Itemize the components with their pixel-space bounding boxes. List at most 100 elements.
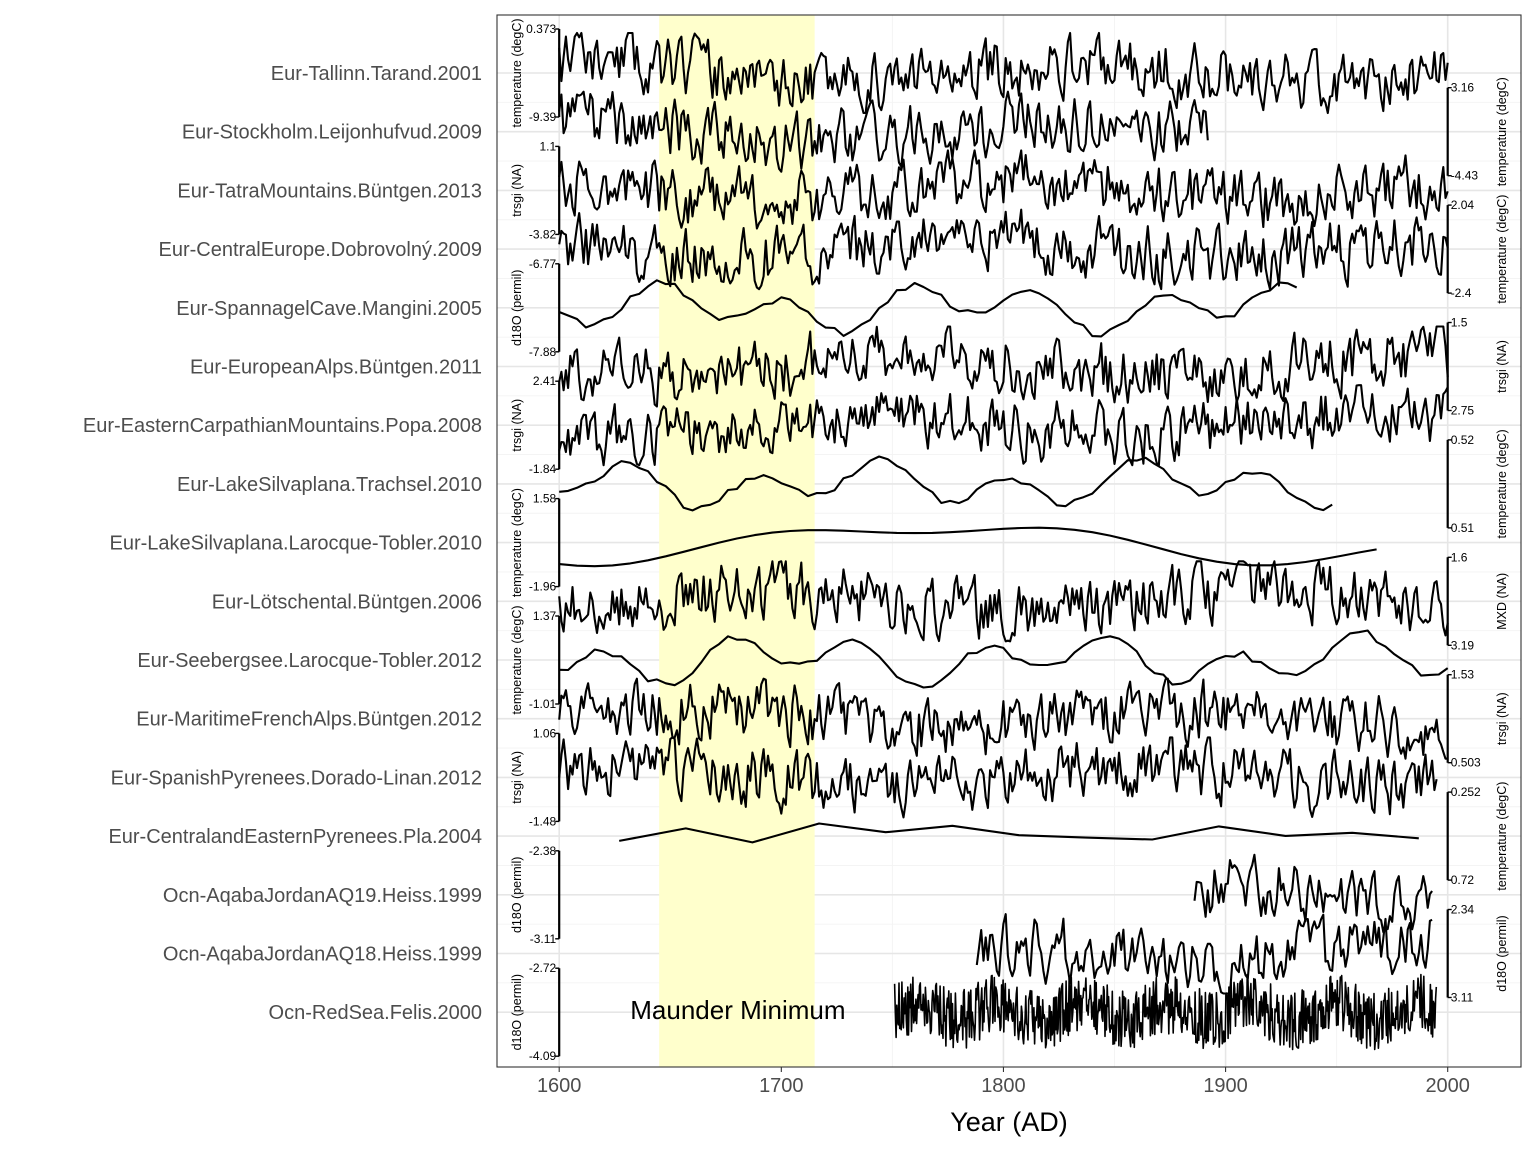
series-axis-tick-label: 2.41 [533, 374, 557, 388]
series-unit-label: temperature (degC) [510, 488, 524, 597]
series-axis-tick-label: -4.43 [1451, 169, 1479, 183]
series-axis-tick-label: -4.09 [529, 1049, 557, 1063]
series-name-label: Eur-TatraMountains.Büntgen.2013 [177, 180, 482, 202]
maunder-minimum-label: Maunder Minimum [630, 995, 845, 1025]
series-name-labels: Eur-Tallinn.Tarand.2001 Eur-Stockholm.Lei… [83, 63, 482, 1024]
series-axis-tick-label: -6.77 [529, 257, 557, 271]
series-axis-tick-label: 3.11 [1451, 991, 1474, 1005]
series-line [559, 526, 1377, 568]
series-unit-label: d18O (permil) [510, 270, 524, 346]
series-unit-label: temperature (degC) [1495, 77, 1509, 186]
series-line [558, 325, 1449, 408]
series-line [558, 208, 1449, 291]
series-unit-label: temperature (degC) [1495, 782, 1509, 891]
series-name-label: Eur-EuropeanAlps.Büntgen.2011 [190, 357, 482, 379]
series-line [558, 149, 1449, 230]
x-axis-tick-label: 1700 [759, 1075, 804, 1097]
series-unit-label: trsgi (NA) [510, 399, 524, 452]
series-name-label: Eur-Stockholm.Leijonhufvud.2009 [182, 122, 482, 144]
series-line [559, 455, 1333, 512]
series-name-label: Eur-LakeSilvaplana.Trachsel.2010 [177, 474, 482, 496]
series-axis-tick-label: 1.5 [1451, 316, 1468, 330]
series-unit-label: temperature (degC) [1495, 195, 1509, 304]
series-unit-label: temperature (degC) [510, 605, 524, 714]
series-axis-tick-label: 0.252 [1451, 785, 1481, 799]
series-line [893, 973, 1438, 1051]
series-line [975, 913, 1433, 995]
series-unit-label: trsgi (NA) [1495, 340, 1509, 393]
maunder-minimum-band [659, 15, 815, 1067]
series-axis-tick-label: -2.38 [529, 844, 557, 858]
series-unit-label: temperature (degC) [1495, 429, 1509, 538]
series-axis-tick-label: 1.06 [533, 726, 557, 740]
series-axis-tick-label: -1.48 [529, 814, 557, 828]
series-unit-label: MXD (NA) [1495, 573, 1509, 630]
series-unit-label: temperature (degC) [510, 18, 524, 127]
series-axis-tick-label: 3.16 [1451, 81, 1475, 95]
series-line [558, 736, 1438, 819]
series-axis-tick-label: 0.52 [1451, 433, 1475, 447]
series-axis-tick-label: -7.88 [529, 345, 557, 359]
x-axis-tick-label: 1800 [981, 1075, 1026, 1097]
series-axis-tick-label: 1.37 [533, 609, 557, 623]
series-lines [558, 31, 1449, 1051]
series-axis-tick-label: 0.373 [526, 22, 556, 36]
series-axis-tick-label: 2.04 [1451, 198, 1475, 212]
series-line [558, 560, 1449, 643]
series-axis-tick-label: 2.75 [1451, 404, 1475, 418]
series-unit-label: trsgi (NA) [1495, 692, 1509, 745]
series-unit-label: d18O (permil) [1495, 915, 1509, 991]
series-axis-tick-label: -2.72 [529, 961, 557, 975]
series-unit-label: d18O (permil) [510, 857, 524, 933]
series-name-label: Eur-CentralEurope.Dobrovolný.2009 [158, 239, 482, 261]
series-axis-tick-label: -1.96 [529, 580, 557, 594]
series-line [558, 384, 1449, 467]
series-axis-tick-label: -1.01 [529, 697, 557, 711]
series-name-label: Ocn-RedSea.Felis.2000 [269, 1002, 482, 1024]
series-axis-tick-label: -3.11 [530, 932, 557, 946]
series-axes: 0.373 -9.39 temperature (degC) 3.16 -4.43 tem… [510, 18, 1509, 1063]
series-axis-tick-label: 0.503 [1451, 756, 1481, 770]
series-axis-tick-label: 3.19 [1451, 638, 1475, 652]
series-name-label: Eur-SpannagelCave.Mangini.2005 [176, 298, 482, 320]
series-line [558, 31, 1449, 115]
series-unit-label: trsgi (NA) [510, 751, 524, 804]
x-axis-tick-label: 1600 [537, 1075, 582, 1097]
series-name-label: Eur-Seebergsee.Larocque-Tobler.2012 [137, 650, 482, 672]
series-axis-tick-label: 0.72 [1451, 873, 1475, 887]
x-axis-tick-label: 1900 [1203, 1075, 1248, 1097]
series-name-label: Eur-MaritimeFrenchAlps.Büntgen.2012 [136, 709, 482, 731]
series-axis-tick-label: -2.4 [1451, 286, 1472, 300]
series-name-label: Ocn-AqabaJordanAQ19.Heiss.1999 [163, 885, 482, 907]
panel-border [496, 14, 1522, 1068]
series-axis-tick-label: 1.1 [540, 139, 557, 153]
series-unit-label: trsgi (NA) [510, 164, 524, 217]
series-line [1193, 853, 1433, 934]
series-name-label: Eur-LakeSilvaplana.Larocque-Tobler.2010 [110, 533, 482, 555]
series-axis-tick-label: 1.58 [533, 492, 557, 506]
series-axis-tick-label: 2.34 [1451, 903, 1475, 917]
series-name-label: Eur-CentralandEasternPyrenees.Pla.2004 [108, 826, 482, 848]
series-name-label: Eur-EasternCarpathianMountains.Popa.2008 [83, 415, 482, 437]
x-axis-tick-label: 2000 [1425, 1075, 1470, 1097]
series-axis-tick-label: 1.6 [1451, 550, 1468, 564]
series-name-label: Ocn-AqabaJordanAQ18.Heiss.1999 [163, 944, 482, 966]
series-unit-label: d18O (permil) [510, 974, 524, 1050]
series-line [558, 279, 1298, 338]
series-name-label: Eur-SpanishPyrenees.Dorado-Linan.2012 [111, 767, 482, 789]
series-name-label: Eur-Lötschental.Büntgen.2006 [212, 591, 482, 613]
series-axis-tick-label: -1.84 [529, 462, 557, 476]
x-axis-title: Year (AD) [950, 1107, 1068, 1137]
series-line [559, 629, 1449, 689]
series-line [558, 90, 1209, 173]
series-line [619, 822, 1419, 844]
series-line [558, 677, 1448, 760]
series-axis-tick-label: -9.39 [529, 110, 557, 124]
series-name-label: Eur-Tallinn.Tarand.2001 [271, 63, 482, 85]
series-axis-tick-label: 0.51 [1451, 521, 1475, 535]
x-axis: 1600 1700 1800 1900 2000 [537, 1067, 1470, 1097]
series-axis-tick-label: 1.53 [1451, 668, 1475, 682]
series-axis-tick-label: -3.82 [529, 227, 557, 241]
